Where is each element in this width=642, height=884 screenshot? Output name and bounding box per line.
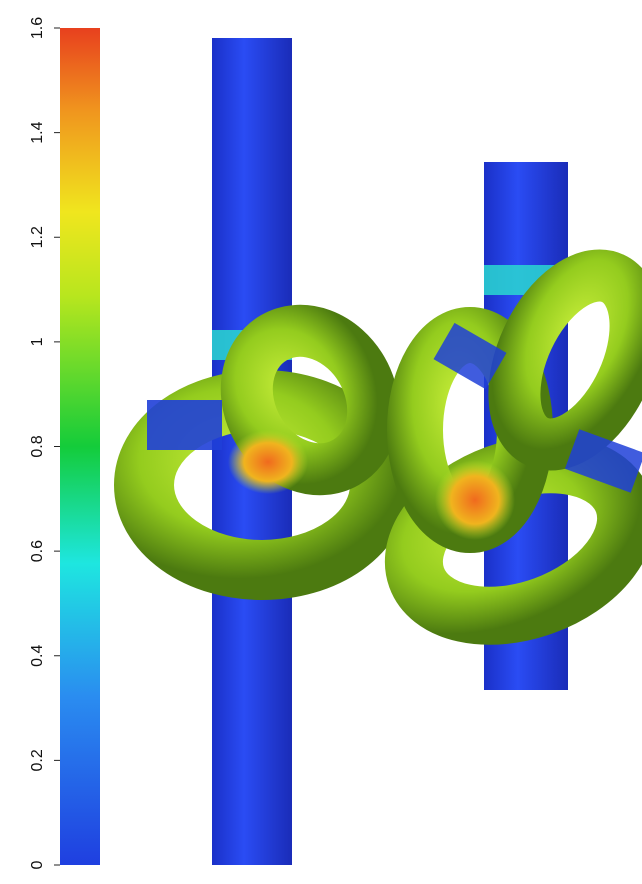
right-knot xyxy=(393,162,642,690)
left-knot xyxy=(144,38,398,865)
tick-label: 1.6 xyxy=(29,17,46,39)
tick-label: 0.8 xyxy=(29,435,46,457)
figure: 0 0.2 0.4 0.6 0.8 1 1.2 1.4 1.6 xyxy=(0,0,642,879)
tick-label: 1.2 xyxy=(29,226,46,248)
colorbar: 0 0.2 0.4 0.6 0.8 1 1.2 1.4 1.6 xyxy=(29,17,100,870)
tick-label: 1.4 xyxy=(29,121,46,143)
tick-label: 0.4 xyxy=(29,645,46,667)
tick-label: 0.6 xyxy=(29,540,46,562)
tick-label: 0 xyxy=(29,860,46,869)
knot-band xyxy=(147,400,222,450)
hot-spot xyxy=(228,430,308,494)
colorbar-gradient xyxy=(60,28,100,865)
tick-label: 0.2 xyxy=(29,749,46,771)
tick-label: 1 xyxy=(29,337,46,346)
hot-spot xyxy=(435,460,515,540)
